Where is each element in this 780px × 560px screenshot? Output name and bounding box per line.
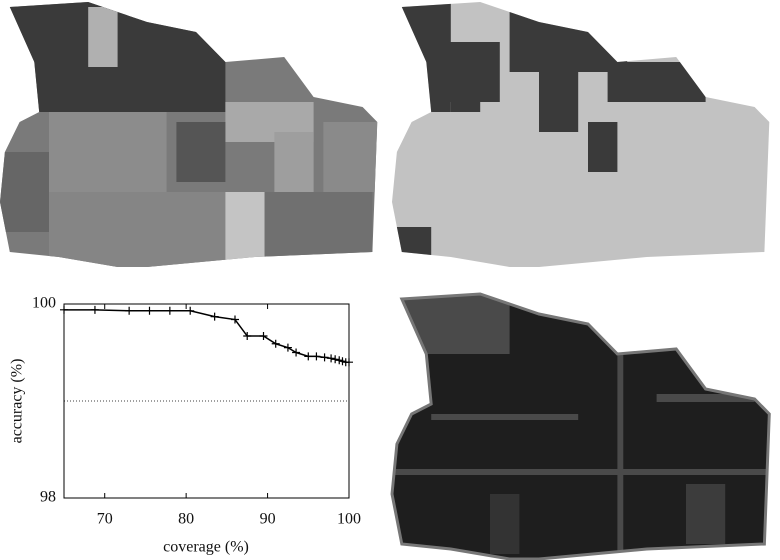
figure: coverage (%) accuracy (%) 70 80 90 100 98 100 — [0, 0, 780, 560]
data-point — [292, 349, 300, 357]
data-point — [312, 352, 320, 360]
data-point — [284, 344, 292, 352]
data-point — [331, 355, 339, 363]
data-point — [146, 307, 154, 315]
data-point — [91, 306, 99, 314]
data-line — [64, 310, 349, 362]
data-point — [327, 354, 335, 362]
data-point — [166, 307, 174, 315]
data-point — [211, 313, 219, 321]
data-point — [260, 332, 268, 340]
y-tick-label: 100 — [32, 295, 56, 312]
x-tick-label: 70 — [97, 511, 113, 528]
data-point — [125, 307, 133, 315]
aerial-photo — [0, 2, 377, 272]
data-point — [272, 340, 280, 348]
x-axis-label: coverage (%) — [163, 539, 249, 556]
data-point — [186, 307, 194, 315]
x-tick-label: 90 — [260, 511, 276, 528]
x-tick-label: 100 — [337, 511, 361, 528]
confidence-map — [392, 294, 769, 559]
accuracy-chart: coverage (%) accuracy (%) 70 80 90 100 98 100 — [9, 295, 361, 556]
classification-map — [392, 2, 769, 267]
y-axis-label: accuracy (%) — [9, 359, 26, 444]
data-point — [60, 306, 68, 314]
x-tick-label: 80 — [178, 511, 194, 528]
data-point — [321, 353, 329, 361]
y-tick-label: 98 — [40, 489, 56, 506]
data-point — [304, 352, 312, 360]
